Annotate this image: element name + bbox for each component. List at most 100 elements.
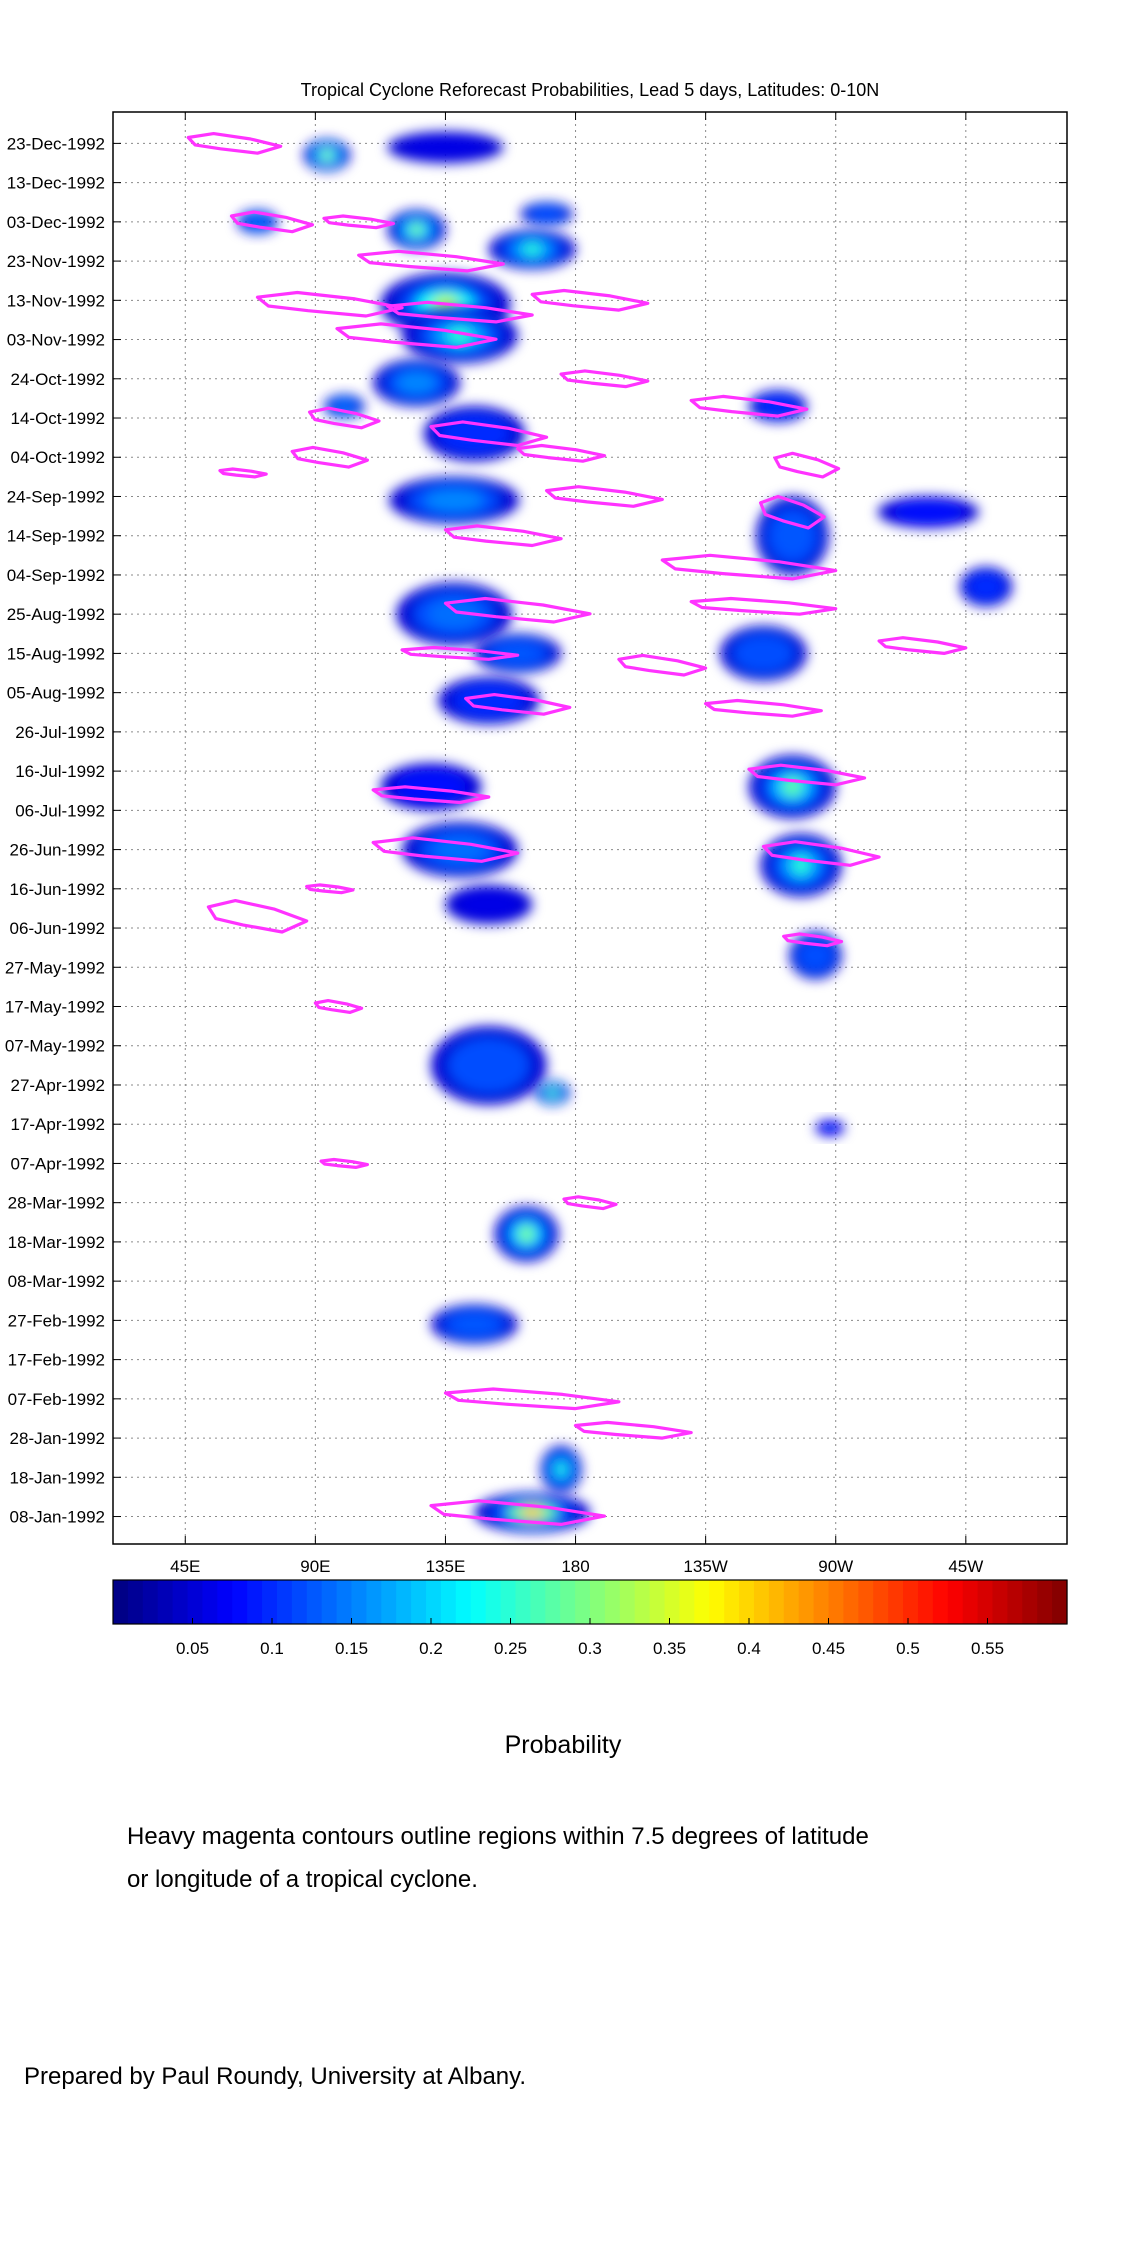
colorbar-swatch xyxy=(1052,1580,1068,1624)
y-tick-label: 08-Jan-1992 xyxy=(10,1508,105,1527)
y-tick-label: 27-Apr-1992 xyxy=(10,1076,105,1095)
y-tick-label: 17-Apr-1992 xyxy=(10,1115,105,1134)
colorbar-swatch xyxy=(649,1580,666,1624)
colorbar-swatch xyxy=(917,1580,934,1624)
cyclone-contour xyxy=(573,1420,693,1440)
cyclone-contour xyxy=(617,653,708,677)
y-tick-label: 03-Nov-1992 xyxy=(7,331,105,350)
y-tick-label: 06-Jul-1992 xyxy=(15,801,105,820)
cyclone-contour xyxy=(386,300,534,324)
colorbar-swatch xyxy=(768,1580,785,1624)
cyclone-contour xyxy=(429,420,549,448)
cyclone-contour xyxy=(877,636,968,656)
colorbar-swatch xyxy=(753,1580,770,1624)
colorbar-swatch xyxy=(321,1580,338,1624)
colorbar-swatch xyxy=(351,1580,368,1624)
colorbar-swatch xyxy=(1022,1580,1038,1624)
colorbar-swatch xyxy=(634,1580,651,1624)
cyclone-contour xyxy=(443,524,563,548)
y-tick-label: 06-Jun-1992 xyxy=(10,919,105,938)
probability-blob xyxy=(387,210,446,250)
y-tick-label: 27-May-1992 xyxy=(5,958,105,977)
cyclone-contour xyxy=(400,645,520,661)
y-tick-label: 08-Mar-1992 xyxy=(8,1272,105,1291)
colorbar-swatch xyxy=(873,1580,889,1624)
colorbar-swatch xyxy=(276,1580,293,1624)
colorbar-swatch xyxy=(619,1580,636,1624)
colorbar-swatch xyxy=(440,1580,457,1624)
cyclone-contour xyxy=(308,406,381,430)
cyclone-contour xyxy=(186,132,283,155)
cyclone-contour xyxy=(516,443,607,463)
colorbar-swatch xyxy=(426,1580,442,1624)
colorbar-tick-label: 0.4 xyxy=(737,1639,761,1658)
plot-area xyxy=(113,112,1067,1544)
y-tick-label: 05-Aug-1992 xyxy=(7,684,105,703)
cyclone-contour xyxy=(371,836,520,863)
colorbar-swatch xyxy=(888,1580,904,1624)
probability-blob xyxy=(877,496,979,528)
probability-blob xyxy=(749,755,836,819)
cyclone-contour xyxy=(747,763,867,787)
cyclone-contour xyxy=(255,290,404,318)
colorbar-swatch xyxy=(709,1580,725,1624)
colorbar-swatch xyxy=(590,1580,606,1624)
colorbar-swatch xyxy=(336,1580,353,1624)
chart-title: Tropical Cyclone Reforecast Probabilitie… xyxy=(301,80,880,100)
cyclone-contour xyxy=(218,467,268,479)
credit-line: Prepared by Paul Roundy, University at A… xyxy=(24,2063,527,2090)
colorbar-swatch xyxy=(142,1580,159,1624)
colorbar-swatch xyxy=(485,1580,502,1624)
colorbar-tick-label: 0.45 xyxy=(812,1639,845,1658)
y-tick-label: 23-Nov-1992 xyxy=(7,252,105,271)
y-tick-label: 13-Dec-1992 xyxy=(7,174,105,193)
probability-blob xyxy=(474,633,562,674)
colorbar-tick-label: 0.2 xyxy=(419,1639,443,1658)
y-tick-label: 17-May-1992 xyxy=(5,998,105,1017)
cyclone-contour xyxy=(443,596,592,624)
colorbar-swatch xyxy=(783,1580,800,1624)
colorbar-swatch xyxy=(470,1580,487,1624)
colorbar-swatch xyxy=(977,1580,994,1624)
cyclone-contour xyxy=(371,785,491,805)
cyclone-contour xyxy=(544,485,664,508)
probability-blob xyxy=(488,229,576,269)
y-tick-label: 07-Apr-1992 xyxy=(10,1154,105,1173)
colorbar-swatch xyxy=(291,1580,308,1624)
cyclone-contour xyxy=(559,369,650,389)
y-tick-label: 26-Jul-1992 xyxy=(15,723,105,742)
cyclone-contour xyxy=(305,883,355,895)
colorbar-tick-label: 0.55 xyxy=(971,1639,1004,1658)
colorbar-swatch xyxy=(232,1580,248,1624)
probability-blob xyxy=(431,1304,518,1344)
cyclone-contour xyxy=(443,1387,621,1411)
colorbar xyxy=(112,1579,1068,1625)
probability-blob xyxy=(445,884,533,925)
probability-blob xyxy=(494,1206,559,1262)
colorbar-swatch xyxy=(247,1580,263,1624)
y-tick-label: 26-Jun-1992 xyxy=(10,841,105,860)
probability-blob xyxy=(540,1445,582,1493)
cyclone-contour xyxy=(703,698,823,718)
colorbar-swatch xyxy=(411,1580,427,1624)
cyclone-contour xyxy=(530,288,650,312)
cyclone-contour xyxy=(322,214,395,230)
caption-note-line-2: or longitude of a tropical cyclone. xyxy=(127,1866,478,1893)
colorbar-swatch xyxy=(217,1580,233,1624)
cyclone-contour xyxy=(761,840,881,867)
colorbar-swatch xyxy=(396,1580,412,1624)
y-tick-label: 14-Oct-1992 xyxy=(11,409,106,428)
colorbar-swatch xyxy=(962,1580,979,1624)
colorbar-ticks: 0.05 0.1 0.15 0.2 0.25 0.3 0.35 0.4 0.45 0.5 0.55 xyxy=(176,1618,1004,1658)
cyclone-contour xyxy=(229,210,315,234)
colorbar-swatch xyxy=(515,1580,531,1624)
y-tick-label: 23-Dec-1992 xyxy=(7,134,105,153)
y-tick-label: 18-Mar-1992 xyxy=(8,1233,105,1252)
probability-blob xyxy=(520,202,573,226)
cyclone-contour xyxy=(689,394,809,418)
colorbar-swatch xyxy=(202,1580,218,1624)
colorbar-swatch xyxy=(724,1580,740,1624)
probability-blob xyxy=(815,1120,845,1136)
colorbar-tick-label: 0.1 xyxy=(260,1639,284,1658)
